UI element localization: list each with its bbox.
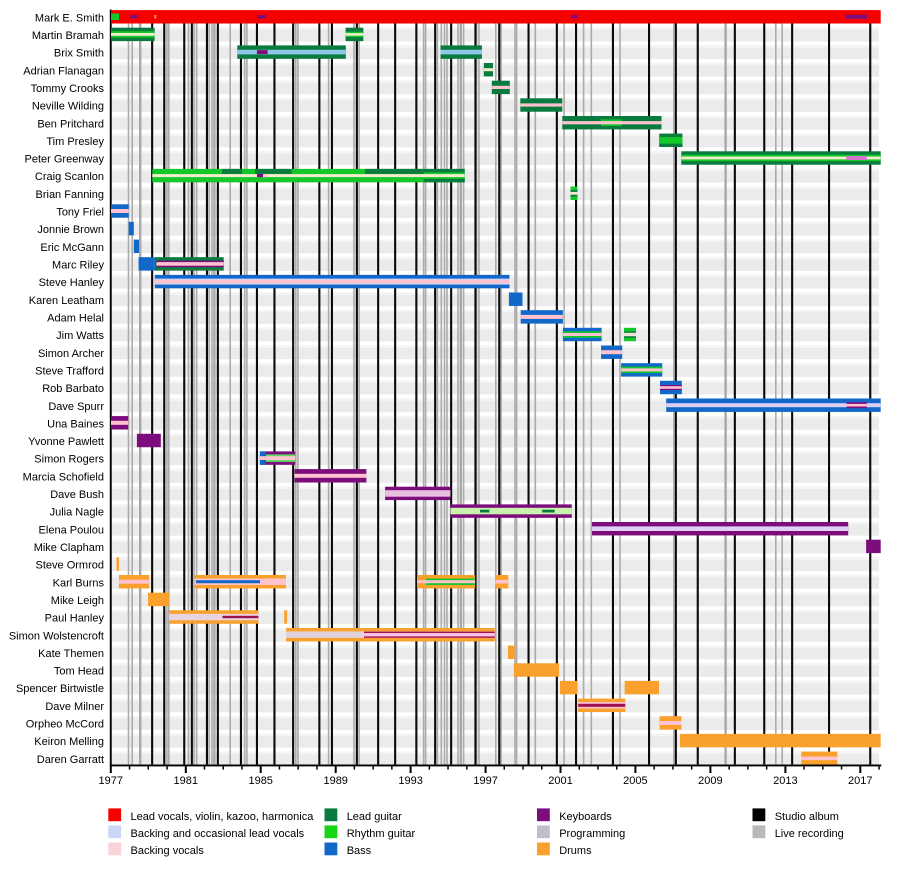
svg-text:1993: 1993 [398, 775, 422, 787]
svg-text:Peter Greenway: Peter Greenway [25, 154, 105, 166]
svg-text:Dave Spurr: Dave Spurr [48, 401, 104, 413]
svg-text:Studio album: Studio album [775, 811, 839, 823]
svg-text:Programming: Programming [559, 828, 625, 840]
svg-text:Tony Friel: Tony Friel [56, 207, 104, 219]
svg-text:1977: 1977 [99, 775, 123, 787]
svg-text:Mike Clapham: Mike Clapham [34, 542, 104, 554]
svg-text:1985: 1985 [248, 775, 272, 787]
svg-text:Elena Poulou: Elena Poulou [39, 524, 104, 536]
svg-text:Adam Helal: Adam Helal [47, 313, 104, 325]
svg-text:Ben Pritchard: Ben Pritchard [37, 118, 104, 130]
svg-text:Marcia Schofield: Marcia Schofield [23, 471, 104, 483]
svg-text:Drums: Drums [559, 845, 592, 857]
svg-text:2005: 2005 [623, 775, 647, 787]
svg-text:Steve Trafford: Steve Trafford [35, 366, 104, 378]
svg-text:Rhythm guitar: Rhythm guitar [347, 828, 416, 840]
svg-text:Jim Watts: Jim Watts [56, 330, 104, 342]
svg-text:Steve Ormrod: Steve Ormrod [36, 560, 104, 572]
svg-text:Dave Bush: Dave Bush [50, 489, 104, 501]
svg-text:1997: 1997 [473, 775, 497, 787]
svg-text:Adrian Flanagan: Adrian Flanagan [23, 65, 104, 77]
svg-text:Una Baines: Una Baines [47, 418, 104, 430]
svg-text:Karen Leatham: Karen Leatham [29, 295, 104, 307]
svg-text:Simon Wolstencroft: Simon Wolstencroft [9, 630, 104, 642]
svg-text:Brix Smith: Brix Smith [54, 48, 104, 60]
svg-text:Julia Nagle: Julia Nagle [50, 507, 104, 519]
svg-text:Karl Burns: Karl Burns [53, 577, 105, 589]
svg-text:Mike Leigh: Mike Leigh [51, 595, 104, 607]
svg-text:Lead guitar: Lead guitar [347, 811, 402, 823]
svg-text:Rob Barbato: Rob Barbato [42, 383, 104, 395]
svg-text:Lead vocals, violin, kazoo, ha: Lead vocals, violin, kazoo, harmonica [131, 811, 315, 823]
svg-text:Spencer Birtwistle: Spencer Birtwistle [16, 683, 104, 695]
svg-text:Keyboards: Keyboards [559, 811, 612, 823]
svg-text:Keiron Melling: Keiron Melling [34, 736, 104, 748]
svg-text:2013: 2013 [773, 775, 797, 787]
svg-text:Marc Riley: Marc Riley [52, 260, 104, 272]
svg-text:Backing vocals: Backing vocals [131, 845, 205, 857]
svg-text:Tom Head: Tom Head [54, 666, 104, 678]
svg-text:1981: 1981 [174, 775, 198, 787]
svg-text:Eric McGann: Eric McGann [40, 242, 104, 254]
svg-text:Tim Presley: Tim Presley [46, 136, 104, 148]
svg-text:2001: 2001 [548, 775, 572, 787]
svg-text:Kate Themen: Kate Themen [38, 648, 104, 660]
svg-text:Daren Garratt: Daren Garratt [37, 754, 104, 766]
svg-text:Tommy Crooks: Tommy Crooks [31, 83, 105, 95]
svg-text:Mark E. Smith: Mark E. Smith [35, 12, 104, 24]
svg-text:Orpheo McCord: Orpheo McCord [26, 719, 104, 731]
svg-text:Yvonne Pawlett: Yvonne Pawlett [28, 436, 104, 448]
svg-text:2017: 2017 [848, 775, 872, 787]
svg-text:Paul Hanley: Paul Hanley [45, 613, 105, 625]
svg-text:Brian Fanning: Brian Fanning [36, 189, 105, 201]
svg-text:Bass: Bass [347, 845, 372, 857]
svg-text:2009: 2009 [698, 775, 722, 787]
svg-text:Neville Wilding: Neville Wilding [32, 101, 104, 113]
svg-text:Simon Archer: Simon Archer [38, 348, 104, 360]
svg-text:Live recording: Live recording [775, 828, 844, 840]
svg-text:Backing and occasional lead vo: Backing and occasional lead vocals [131, 828, 305, 840]
svg-text:Craig Scanlon: Craig Scanlon [35, 171, 104, 183]
svg-text:Simon Rogers: Simon Rogers [34, 454, 104, 466]
svg-text:Dave Milner: Dave Milner [45, 701, 104, 713]
svg-text:Martin Bramah: Martin Bramah [32, 30, 104, 42]
svg-text:Steve Hanley: Steve Hanley [39, 277, 105, 289]
svg-text:1989: 1989 [323, 775, 347, 787]
svg-text:Jonnie Brown: Jonnie Brown [37, 224, 104, 236]
